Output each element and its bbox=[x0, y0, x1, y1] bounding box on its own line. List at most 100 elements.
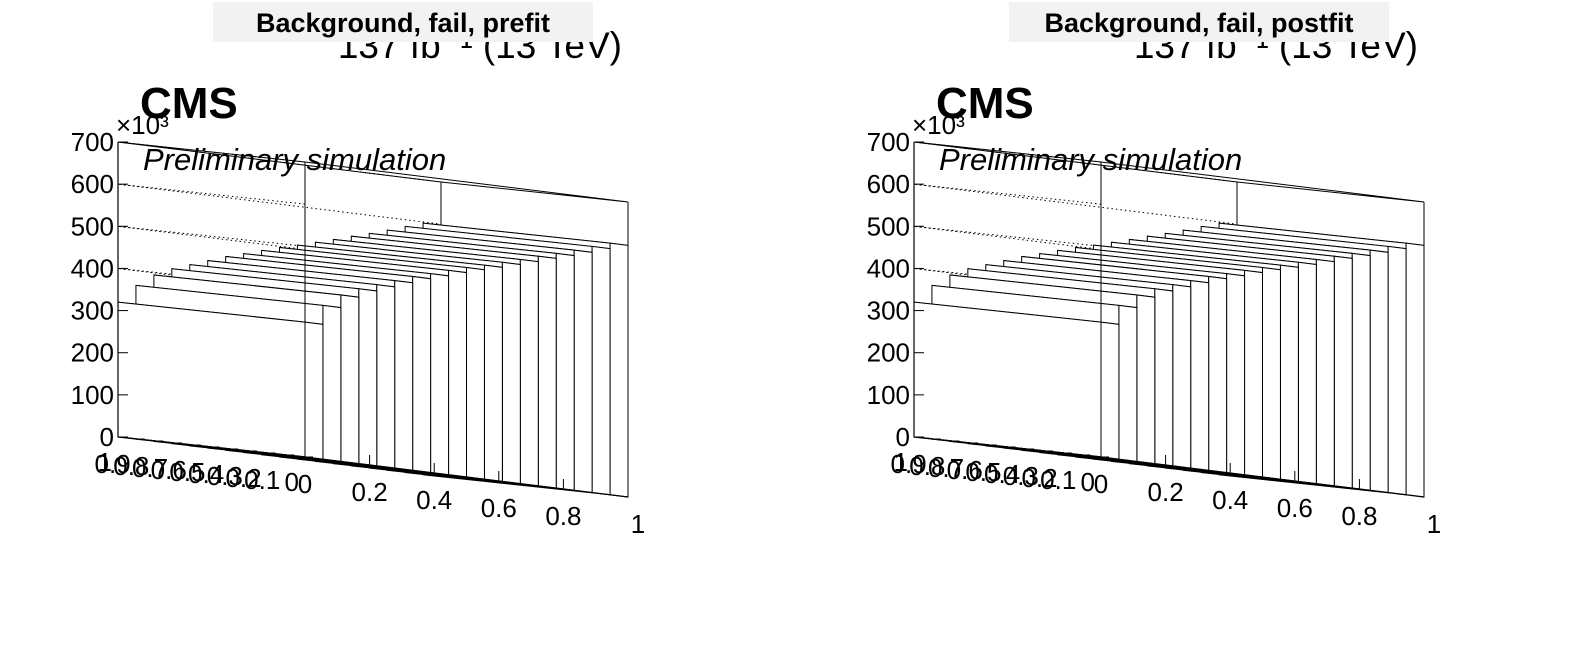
bar bbox=[913, 301, 1120, 460]
gridline bbox=[913, 141, 1238, 183]
bar-front-face bbox=[1100, 321, 1120, 460]
bar-front-face bbox=[412, 275, 432, 474]
z-tick-label: 400 bbox=[867, 253, 910, 283]
x-tick-label: 0.8 bbox=[1341, 501, 1377, 531]
x-tick-label: 1 bbox=[631, 509, 645, 539]
z-tick-label: 0 bbox=[100, 422, 114, 452]
z-tick-label: 400 bbox=[71, 253, 114, 283]
z-tick-label: 700 bbox=[71, 127, 114, 157]
cms-label: CMS bbox=[140, 79, 238, 128]
y-tick-label: 0.9 bbox=[95, 449, 131, 479]
bar-front-face bbox=[448, 269, 467, 478]
x-tick-label: 1 bbox=[1427, 509, 1441, 539]
x-axis bbox=[304, 456, 629, 498]
z-exponent-label: ×10³ bbox=[912, 110, 965, 140]
title-box bbox=[213, 2, 593, 42]
x-tick-label: 0.8 bbox=[545, 501, 581, 531]
bar-front-face bbox=[322, 304, 342, 463]
bars bbox=[117, 222, 629, 498]
bar-front-face bbox=[340, 294, 360, 465]
bar-front-face bbox=[609, 242, 629, 498]
bar-front-face bbox=[1172, 284, 1192, 469]
preliminary-label: Preliminary simulation bbox=[143, 142, 446, 177]
y-tick-label: 0.9 bbox=[891, 449, 927, 479]
bar-front-face bbox=[1190, 280, 1210, 471]
z-tick-label: 0 bbox=[896, 422, 910, 452]
x-tick-label: 0.4 bbox=[1212, 485, 1248, 515]
x-axis bbox=[1100, 456, 1425, 498]
z-tick-label: 200 bbox=[71, 338, 114, 368]
bar-front-face bbox=[1387, 245, 1407, 496]
preliminary-label: Preliminary simulation bbox=[939, 142, 1242, 177]
z-tick-label: 500 bbox=[71, 211, 114, 241]
gridline bbox=[913, 183, 1238, 225]
bar-front-face bbox=[483, 264, 503, 483]
z-tick-label: 100 bbox=[71, 380, 114, 410]
y-tick-label: 0.3 bbox=[207, 461, 243, 491]
z-tick-label: 300 bbox=[867, 296, 910, 326]
bar bbox=[117, 301, 324, 460]
bar-front-face bbox=[573, 249, 593, 494]
bar-front-face bbox=[376, 284, 396, 469]
bar-front-face bbox=[430, 273, 450, 476]
z-exponent-label: ×10³ bbox=[116, 110, 169, 140]
z-tick-label: 600 bbox=[71, 169, 114, 199]
bar-front-face bbox=[1154, 288, 1174, 467]
bar-front-face bbox=[1333, 255, 1353, 489]
bar-front-face bbox=[1226, 273, 1246, 476]
x-tick-label: 0.6 bbox=[481, 493, 517, 523]
y-tick-label: 0.5 bbox=[169, 457, 205, 487]
y-tick-label: 0.7 bbox=[132, 453, 168, 483]
bar-front-face bbox=[555, 252, 575, 491]
z-tick-label: 300 bbox=[71, 296, 114, 326]
x-tick-label: 0 bbox=[298, 469, 312, 499]
bar-front-face bbox=[1208, 275, 1228, 474]
bar-front-face bbox=[519, 258, 539, 487]
x-tick-label: 0.2 bbox=[352, 477, 388, 507]
y-tick-label: 0.8 bbox=[909, 451, 945, 481]
z-tick-label: 500 bbox=[867, 211, 910, 241]
y-tick-label: 0 bbox=[1081, 467, 1095, 497]
z-tick-label: 700 bbox=[867, 127, 910, 157]
bar-front-face bbox=[466, 266, 485, 480]
gridline bbox=[117, 183, 442, 225]
bar-front-face bbox=[1262, 266, 1281, 480]
cms-label: CMS bbox=[936, 79, 1034, 128]
y-tick-label: 0.1 bbox=[244, 465, 280, 495]
bar-front-face bbox=[1279, 264, 1299, 483]
bar-side-face bbox=[117, 301, 306, 458]
y-tick-label: 1 bbox=[894, 447, 908, 477]
y-tick-label: 1 bbox=[98, 447, 112, 477]
y-tick-label: 0.1 bbox=[1040, 465, 1076, 495]
x-tick-label: 0 bbox=[1094, 469, 1108, 499]
y-tick-label: 0.3 bbox=[1003, 461, 1039, 491]
chart-title: Background, fail, prefit bbox=[256, 8, 550, 38]
x-tick-label: 0.6 bbox=[1277, 493, 1313, 523]
bar-front-face bbox=[304, 321, 324, 460]
bar-front-face bbox=[358, 288, 378, 467]
bar-front-face bbox=[1136, 294, 1156, 465]
z-tick-label: 200 bbox=[867, 338, 910, 368]
y-tick-label: 0.7 bbox=[928, 453, 964, 483]
title-box bbox=[1009, 2, 1389, 42]
y-tick-label: 0.6 bbox=[947, 455, 983, 485]
z-tick-label: 600 bbox=[867, 169, 910, 199]
y-tick-label: 0.6 bbox=[151, 455, 187, 485]
y-tick-label: 0.2 bbox=[1021, 463, 1057, 493]
bar-front-face bbox=[1405, 242, 1425, 498]
chart-title: Background, fail, postfit bbox=[1044, 8, 1353, 38]
y-tick-label: 0.5 bbox=[965, 457, 1001, 487]
x-tick-label: 0.4 bbox=[416, 485, 452, 515]
z-tick-label: 100 bbox=[867, 380, 910, 410]
y-tick-label: 0.8 bbox=[113, 451, 149, 481]
y-tick-label: 0.4 bbox=[984, 459, 1020, 489]
bar-front-face bbox=[501, 261, 521, 485]
y-tick-label: 0.2 bbox=[225, 463, 261, 493]
